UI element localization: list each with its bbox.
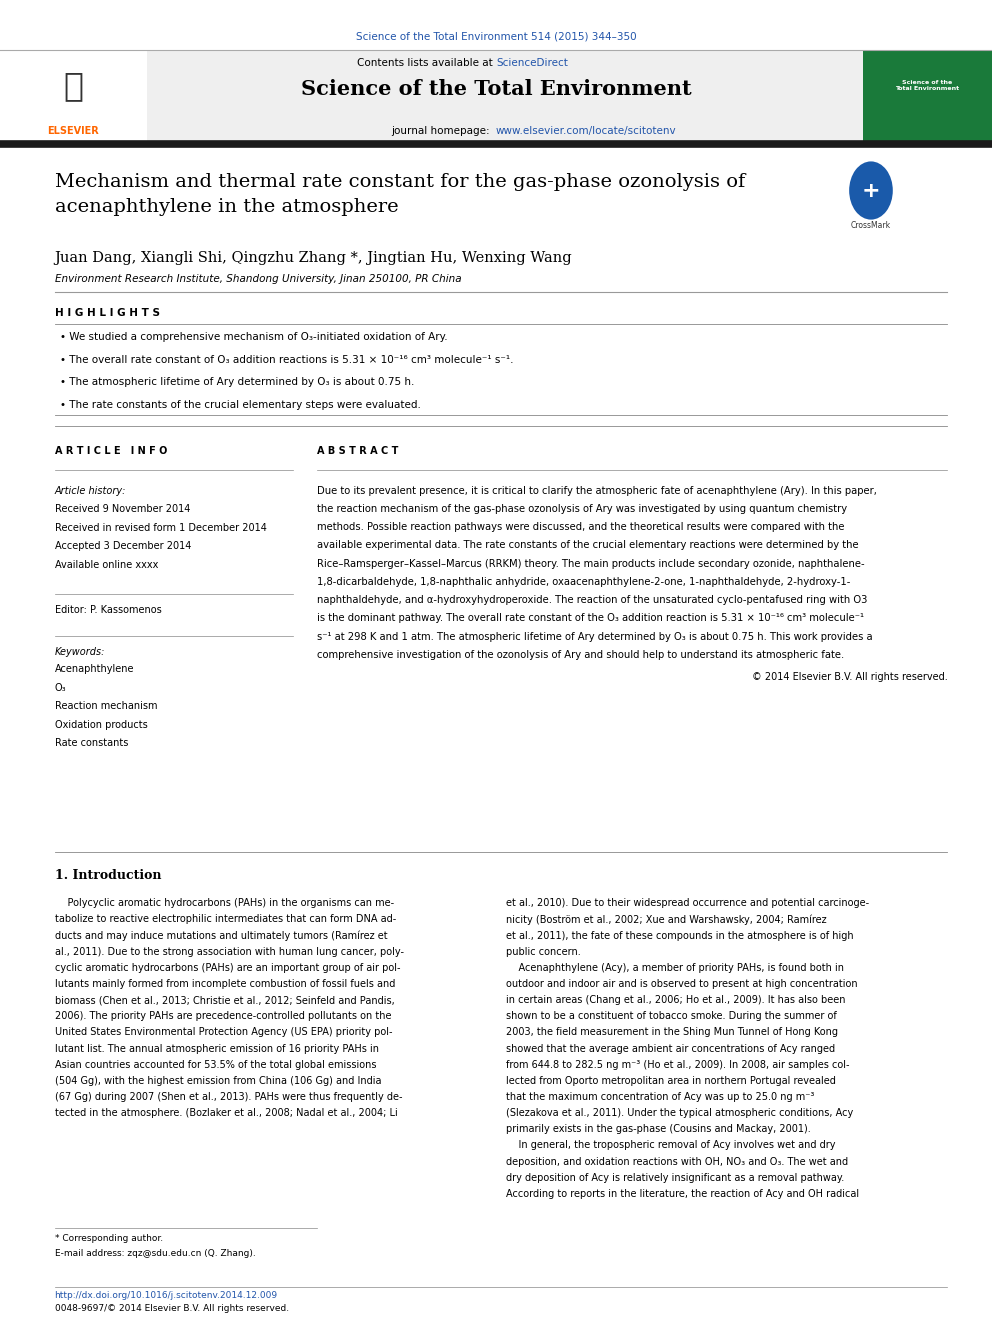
- Text: Environment Research Institute, Shandong University, Jinan 250100, PR China: Environment Research Institute, Shandong…: [55, 274, 461, 284]
- Text: the reaction mechanism of the gas-phase ozonolysis of Ary was investigated by us: the reaction mechanism of the gas-phase …: [317, 504, 847, 513]
- Text: Oxidation products: Oxidation products: [55, 720, 147, 730]
- Text: s⁻¹ at 298 K and 1 atm. The atmospheric lifetime of Ary determined by O₃ is abou: s⁻¹ at 298 K and 1 atm. The atmospheric …: [317, 631, 873, 642]
- Text: biomass (Chen et al., 2013; Christie et al., 2012; Seinfeld and Pandis,: biomass (Chen et al., 2013; Christie et …: [55, 995, 394, 1005]
- Text: 0048-9697/© 2014 Elsevier B.V. All rights reserved.: 0048-9697/© 2014 Elsevier B.V. All right…: [55, 1304, 289, 1314]
- Text: Due to its prevalent presence, it is critical to clarify the atmospheric fate of: Due to its prevalent presence, it is cri…: [317, 486, 877, 496]
- Text: 2003, the field measurement in the Shing Mun Tunnel of Hong Kong: 2003, the field measurement in the Shing…: [506, 1028, 838, 1037]
- Text: Available online xxxx: Available online xxxx: [55, 560, 158, 570]
- Text: (504 Gg), with the highest emission from China (106 Gg) and India: (504 Gg), with the highest emission from…: [55, 1076, 381, 1086]
- Text: methods. Possible reaction pathways were discussed, and the theoretical results : methods. Possible reaction pathways were…: [317, 523, 845, 532]
- Text: A B S T R A C T: A B S T R A C T: [317, 446, 399, 456]
- Text: www.elsevier.com/locate/scitotenv: www.elsevier.com/locate/scitotenv: [496, 126, 677, 136]
- Text: is the dominant pathway. The overall rate constant of the O₃ addition reaction i: is the dominant pathway. The overall rat…: [317, 614, 864, 623]
- Text: from 644.8 to 282.5 ng m⁻³ (Ho et al., 2009). In 2008, air samples col-: from 644.8 to 282.5 ng m⁻³ (Ho et al., 2…: [506, 1060, 849, 1070]
- Text: Acenaphthylene: Acenaphthylene: [55, 664, 134, 675]
- Text: that the maximum concentration of Acy was up to 25.0 ng m⁻³: that the maximum concentration of Acy wa…: [506, 1091, 814, 1102]
- Text: United States Environmental Protection Agency (US EPA) priority pol-: United States Environmental Protection A…: [55, 1028, 392, 1037]
- Text: Reaction mechanism: Reaction mechanism: [55, 701, 157, 712]
- Text: 1,8-dicarbaldehyde, 1,8-naphthalic anhydride, oxaacenaphthylene-2-one, 1-naphtha: 1,8-dicarbaldehyde, 1,8-naphthalic anhyd…: [317, 577, 851, 587]
- Text: ScienceDirect: ScienceDirect: [496, 58, 567, 69]
- Text: H I G H L I G H T S: H I G H L I G H T S: [55, 308, 160, 319]
- Text: Rate constants: Rate constants: [55, 738, 128, 749]
- Bar: [863, 50, 992, 142]
- Text: et al., 2010). Due to their widespread occurrence and potential carcinoge-: et al., 2010). Due to their widespread o…: [506, 898, 869, 909]
- Text: CrossMark: CrossMark: [851, 221, 891, 230]
- Text: In general, the tropospheric removal of Acy involves wet and dry: In general, the tropospheric removal of …: [506, 1140, 835, 1151]
- Text: Received in revised form 1 December 2014: Received in revised form 1 December 2014: [55, 523, 267, 533]
- Text: A R T I C L E   I N F O: A R T I C L E I N F O: [55, 446, 167, 456]
- Text: journal homepage:: journal homepage:: [391, 126, 496, 136]
- Text: Science of the Total Environment 514 (2015) 344–350: Science of the Total Environment 514 (20…: [356, 32, 636, 42]
- Text: E-mail address: zqz@sdu.edu.cn (Q. Zhang).: E-mail address: zqz@sdu.edu.cn (Q. Zhang…: [55, 1249, 255, 1258]
- Text: Asian countries accounted for 53.5% of the total global emissions: Asian countries accounted for 53.5% of t…: [55, 1060, 376, 1070]
- Text: primarily exists in the gas-phase (Cousins and Mackay, 2001).: primarily exists in the gas-phase (Cousi…: [506, 1125, 810, 1134]
- Text: Mechanism and thermal rate constant for the gas-phase ozonolysis of
acenaphthyle: Mechanism and thermal rate constant for …: [55, 173, 745, 217]
- Text: comprehensive investigation of the ozonolysis of Ary and should help to understa: comprehensive investigation of the ozono…: [317, 650, 845, 660]
- Text: Juan Dang, Xiangli Shi, Qingzhu Zhang *, Jingtian Hu, Wenxing Wang: Juan Dang, Xiangli Shi, Qingzhu Zhang *,…: [55, 251, 572, 266]
- Text: outdoor and indoor air and is observed to present at high concentration: outdoor and indoor air and is observed t…: [506, 979, 857, 990]
- Text: tabolize to reactive electrophilic intermediates that can form DNA ad-: tabolize to reactive electrophilic inter…: [55, 914, 396, 925]
- Circle shape: [849, 161, 893, 220]
- Text: Acenaphthylene (Acy), a member of priority PAHs, is found both in: Acenaphthylene (Acy), a member of priori…: [506, 963, 844, 972]
- Text: lutants mainly formed from incomplete combustion of fossil fuels and: lutants mainly formed from incomplete co…: [55, 979, 395, 990]
- Text: ELSEVIER: ELSEVIER: [48, 126, 99, 136]
- Text: Article history:: Article history:: [55, 486, 126, 496]
- Text: Accepted 3 December 2014: Accepted 3 December 2014: [55, 541, 190, 552]
- Text: shown to be a constituent of tobacco smoke. During the summer of: shown to be a constituent of tobacco smo…: [506, 1011, 836, 1021]
- Text: © 2014 Elsevier B.V. All rights reserved.: © 2014 Elsevier B.V. All rights reserved…: [752, 672, 947, 683]
- Text: (Slezakova et al., 2011). Under the typical atmospheric conditions, Acy: (Slezakova et al., 2011). Under the typi…: [506, 1109, 853, 1118]
- Text: (67 Gg) during 2007 (Shen et al., 2013). PAHs were thus frequently de-: (67 Gg) during 2007 (Shen et al., 2013).…: [55, 1091, 402, 1102]
- Text: Rice–Ramsperger–Kassel–Marcus (RRKM) theory. The main products include secondary: Rice–Ramsperger–Kassel–Marcus (RRKM) the…: [317, 558, 865, 569]
- Text: al., 2011). Due to the strong association with human lung cancer, poly-: al., 2011). Due to the strong associatio…: [55, 947, 404, 957]
- Text: * Corresponding author.: * Corresponding author.: [55, 1234, 163, 1244]
- Text: 2006). The priority PAHs are precedence-controlled pollutants on the: 2006). The priority PAHs are precedence-…: [55, 1011, 391, 1021]
- Text: • The overall rate constant of O₃ addition reactions is 5.31 × 10⁻¹⁶ cm³ molecul: • The overall rate constant of O₃ additi…: [60, 355, 513, 365]
- Bar: [0, 50, 147, 142]
- Text: • We studied a comprehensive mechanism of O₃-initiated oxidation of Ary.: • We studied a comprehensive mechanism o…: [60, 332, 447, 343]
- Text: lected from Oporto metropolitan area in northern Portugal revealed: lected from Oporto metropolitan area in …: [506, 1076, 836, 1086]
- Bar: [0, 50, 992, 142]
- Text: Keywords:: Keywords:: [55, 647, 105, 658]
- Text: • The atmospheric lifetime of Ary determined by O₃ is about 0.75 h.: • The atmospheric lifetime of Ary determ…: [60, 377, 414, 388]
- Text: Science of the
Total Environment: Science of the Total Environment: [896, 79, 959, 91]
- Text: public concern.: public concern.: [506, 947, 580, 957]
- Text: ducts and may induce mutations and ultimately tumors (Ramírez et: ducts and may induce mutations and ultim…: [55, 930, 387, 941]
- Text: O₃: O₃: [55, 683, 66, 693]
- Text: et al., 2011), the fate of these compounds in the atmosphere is of high: et al., 2011), the fate of these compoun…: [506, 930, 853, 941]
- Text: http://dx.doi.org/10.1016/j.scitotenv.2014.12.009: http://dx.doi.org/10.1016/j.scitotenv.20…: [55, 1291, 278, 1301]
- Text: Received 9 November 2014: Received 9 November 2014: [55, 504, 189, 515]
- Text: showed that the average ambient air concentrations of Acy ranged: showed that the average ambient air conc…: [506, 1044, 835, 1053]
- Text: +: +: [862, 180, 880, 201]
- Text: • The rate constants of the crucial elementary steps were evaluated.: • The rate constants of the crucial elem…: [60, 400, 421, 410]
- Text: dry deposition of Acy is relatively insignificant as a removal pathway.: dry deposition of Acy is relatively insi…: [506, 1172, 844, 1183]
- Text: According to reports in the literature, the reaction of Acy and OH radical: According to reports in the literature, …: [506, 1189, 859, 1199]
- Text: Editor: P. Kassomenos: Editor: P. Kassomenos: [55, 605, 162, 615]
- Text: 1. Introduction: 1. Introduction: [55, 869, 161, 882]
- Text: lutant list. The annual atmospheric emission of 16 priority PAHs in: lutant list. The annual atmospheric emis…: [55, 1044, 379, 1053]
- Text: Science of the Total Environment: Science of the Total Environment: [301, 79, 691, 99]
- Text: tected in the atmosphere. (Bozlaker et al., 2008; Nadal et al., 2004; Li: tected in the atmosphere. (Bozlaker et a…: [55, 1109, 398, 1118]
- Text: Contents lists available at: Contents lists available at: [357, 58, 496, 69]
- Text: deposition, and oxidation reactions with OH, NO₃ and O₃. The wet and: deposition, and oxidation reactions with…: [506, 1156, 848, 1167]
- Text: Polycyclic aromatic hydrocarbons (PAHs) in the organisms can me-: Polycyclic aromatic hydrocarbons (PAHs) …: [55, 898, 394, 909]
- Text: naphthaldehyde, and α-hydroxyhydroperoxide. The reaction of the unsaturated cycl: naphthaldehyde, and α-hydroxyhydroperoxi…: [317, 595, 868, 605]
- Text: 🌲: 🌲: [63, 69, 83, 102]
- Text: in certain areas (Chang et al., 2006; Ho et al., 2009). It has also been: in certain areas (Chang et al., 2006; Ho…: [506, 995, 845, 1005]
- Text: nicity (Boström et al., 2002; Xue and Warshawsky, 2004; Ramírez: nicity (Boström et al., 2002; Xue and Wa…: [506, 914, 826, 925]
- Text: available experimental data. The rate constants of the crucial elementary reacti: available experimental data. The rate co…: [317, 540, 859, 550]
- Text: cyclic aromatic hydrocarbons (PAHs) are an important group of air pol-: cyclic aromatic hydrocarbons (PAHs) are …: [55, 963, 400, 972]
